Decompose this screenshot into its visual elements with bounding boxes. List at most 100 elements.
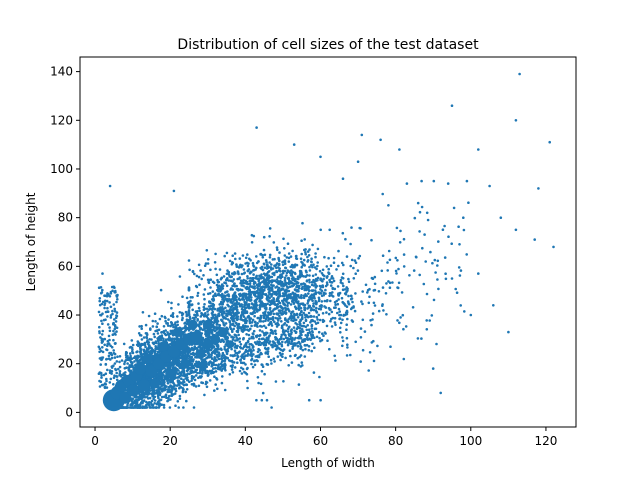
scatter-point xyxy=(235,346,239,350)
scatter-point xyxy=(248,321,252,325)
scatter-point xyxy=(155,406,159,409)
scatter-point xyxy=(190,357,193,361)
scatter-point xyxy=(190,303,194,306)
scatter-point xyxy=(338,317,341,321)
scatter-point xyxy=(228,275,231,278)
scatter-point xyxy=(229,323,232,327)
scatter-point xyxy=(275,262,279,265)
scatter-point xyxy=(166,381,170,385)
scatter-point xyxy=(235,300,239,304)
scatter-point xyxy=(212,358,216,362)
scatter-point xyxy=(99,371,103,375)
scatter-point xyxy=(272,302,276,305)
scatter-point xyxy=(282,269,285,273)
scatter-point xyxy=(344,237,347,241)
scatter-point xyxy=(284,308,288,312)
scatter-point xyxy=(290,269,293,272)
scatter-point xyxy=(153,312,157,316)
scatter-point xyxy=(164,393,168,397)
scatter-point xyxy=(162,395,166,399)
scatter-point xyxy=(158,317,162,321)
scatter-point xyxy=(236,344,239,348)
scatter-point xyxy=(252,353,255,356)
scatter-point xyxy=(391,281,394,284)
scatter-point xyxy=(239,281,242,285)
scatter-point xyxy=(106,306,109,310)
scatter-point xyxy=(211,290,215,293)
scatter-point xyxy=(235,308,239,312)
scatter-point xyxy=(388,258,392,262)
scatter-point xyxy=(190,374,194,378)
scatter-point xyxy=(313,281,316,284)
scatter-point xyxy=(194,284,198,288)
scatter-point xyxy=(246,275,249,278)
scatter-point xyxy=(244,328,247,331)
scatter-point xyxy=(283,291,287,295)
scatter-point xyxy=(250,306,253,309)
scatter-point xyxy=(333,354,337,358)
scatter-point xyxy=(274,286,277,289)
scatter-point xyxy=(222,340,225,344)
scatter-point xyxy=(257,316,260,320)
scatter-point xyxy=(231,261,235,265)
scatter-point xyxy=(248,298,251,302)
scatter-point xyxy=(457,225,460,228)
scatter-point xyxy=(303,355,307,358)
scatter-point xyxy=(318,336,321,340)
scatter-point xyxy=(367,301,371,305)
scatter-point xyxy=(299,331,302,334)
scatter-point xyxy=(284,356,287,360)
scatter-point xyxy=(99,291,103,295)
scatter-point xyxy=(258,284,261,288)
scatter-point xyxy=(197,346,201,349)
scatter-point xyxy=(337,307,341,311)
scatter-point xyxy=(129,361,133,364)
scatter-point xyxy=(213,356,216,359)
scatter-point xyxy=(181,312,185,316)
scatter-point xyxy=(290,285,294,288)
scatter-point xyxy=(250,362,253,366)
scatter-point xyxy=(359,327,363,330)
scatter-point xyxy=(194,316,198,319)
scatter-point xyxy=(174,324,178,328)
scatter-point xyxy=(263,333,266,337)
scatter-point xyxy=(209,278,213,282)
scatter-point xyxy=(102,338,105,341)
scatter-point xyxy=(257,296,260,300)
scatter-point xyxy=(281,292,285,295)
scatter-point xyxy=(249,327,252,331)
scatter-point xyxy=(347,301,350,305)
scatter-point xyxy=(172,342,176,346)
scatter-point xyxy=(262,235,266,239)
scatter-point xyxy=(304,347,307,351)
scatter-point xyxy=(186,351,189,354)
scatter-point xyxy=(300,265,304,269)
scatter-point xyxy=(216,344,220,347)
scatter-point xyxy=(152,397,155,401)
scatter-point xyxy=(214,320,217,323)
scatter-point xyxy=(303,264,307,267)
scatter-point xyxy=(137,392,141,395)
scatter-point xyxy=(184,328,187,332)
scatter-point xyxy=(354,272,358,276)
scatter-point xyxy=(298,322,302,326)
scatter-point xyxy=(260,369,264,373)
scatter-point xyxy=(243,305,246,309)
scatter-point xyxy=(216,387,219,391)
scatter-point xyxy=(316,264,319,268)
scatter-point xyxy=(249,277,252,280)
scatter-point xyxy=(155,325,159,329)
scatter-point xyxy=(263,372,266,376)
scatter-point xyxy=(253,363,257,367)
scatter-point xyxy=(300,296,303,300)
scatter-point xyxy=(310,257,313,261)
scatter-point xyxy=(108,301,111,304)
scatter-point xyxy=(216,347,219,350)
scatter-point xyxy=(310,336,314,340)
scatter-point xyxy=(259,382,263,386)
scatter-point xyxy=(152,332,156,336)
scatter-point xyxy=(111,289,114,293)
scatter-point xyxy=(313,320,317,323)
scatter-point xyxy=(230,329,234,332)
scatter-point xyxy=(364,283,368,287)
